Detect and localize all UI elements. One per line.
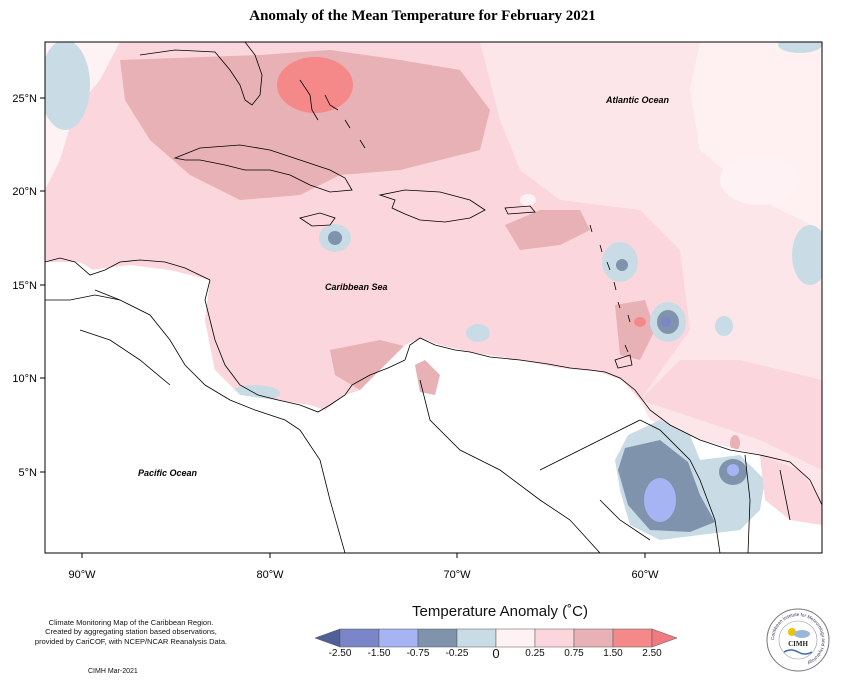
lat-tick: 10°N	[12, 373, 37, 385]
legend-swatch	[456, 628, 497, 648]
legend-swatch	[573, 628, 614, 648]
credit-text: CIMH Mar-2021	[88, 668, 138, 675]
wave-icon	[783, 649, 813, 655]
legend-colorbar	[314, 628, 678, 648]
legend-tick: 0.75	[564, 648, 584, 659]
legend-tick: -1.50	[367, 648, 391, 659]
anomaly-field	[45, 42, 822, 553]
pacific-ocean-label: Pacific Ocean	[138, 468, 198, 478]
legend-tick: -2.50	[328, 648, 352, 659]
lat-tick: 15°N	[12, 280, 37, 292]
note-line: Created by aggregating station based obs…	[45, 627, 217, 637]
lat-tick: 20°N	[12, 186, 37, 198]
lon-tick: 80°W	[256, 569, 284, 581]
legend-tick: -0.25	[445, 648, 469, 659]
legend-swatch	[417, 628, 458, 648]
note-line: provided by CariCOF, with NCEP/NCAR Rean…	[34, 636, 228, 646]
note-line: Climate Monitoring Map of the Caribbean …	[48, 618, 214, 627]
logo-text: CIMH	[788, 640, 808, 648]
legend-title: Temperature Anomaly (˚C)	[412, 603, 588, 620]
lon-tick: 90°W	[68, 569, 96, 581]
map-title: Anomaly of the Mean Temperature for Febr…	[249, 8, 596, 24]
coastlines	[45, 42, 822, 553]
cimh-logo: Caribbean Institute for Meteorology and …	[766, 608, 830, 672]
cloud-icon	[794, 630, 810, 638]
lon-tick: 60°W	[631, 569, 659, 581]
legend-tick: -0.75	[406, 648, 430, 659]
legend-swatch	[339, 628, 380, 648]
lat-tick: 5°N	[19, 467, 38, 479]
legend-tick: 1.50	[603, 648, 623, 659]
lat-tick: 25°N	[12, 93, 37, 105]
legend-swatch	[378, 628, 419, 648]
legend-tick: 0.25	[525, 648, 545, 659]
caribbean-sea-label: Caribbean Sea	[325, 282, 388, 292]
legend-swatch	[495, 628, 536, 648]
legend-swatch	[612, 628, 653, 648]
lon-tick: 70°W	[443, 569, 471, 581]
legend-swatch	[314, 628, 341, 648]
map-frame	[44, 41, 823, 554]
legend-swatch	[534, 628, 575, 648]
atlantic-ocean-label: Atlantic Ocean	[605, 95, 670, 105]
legend-swatch	[651, 628, 678, 648]
longitude-axis: 90°W 80°W 70°W 60°W	[68, 553, 659, 581]
map-notes: Climate Monitoring Map of the Caribbean …	[26, 618, 236, 646]
legend-tick: 2.50	[642, 648, 662, 659]
legend-tick: 0	[492, 646, 500, 661]
latitude-axis: 25°N 20°N 15°N 10°N 5°N	[12, 93, 45, 479]
